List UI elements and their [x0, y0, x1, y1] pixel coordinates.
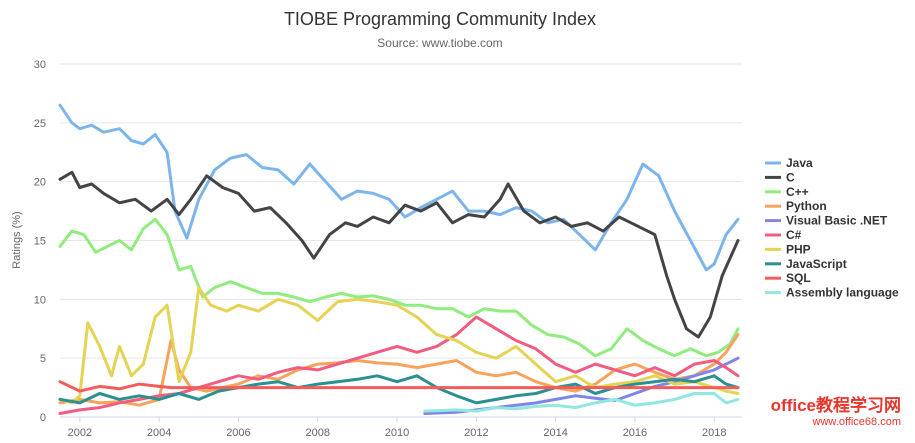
x-tick-label: 2002 [68, 427, 92, 439]
y-tick-label: 25 [34, 118, 46, 130]
legend-label: Visual Basic .NET [786, 214, 888, 228]
x-tick-label: 2004 [147, 427, 171, 439]
series-line-c [58, 217, 740, 358]
legend-item-assembly-language[interactable]: Assembly language [765, 286, 899, 300]
legend-item-c[interactable]: C# [765, 228, 802, 242]
legend-label: Java [786, 156, 813, 170]
y-axis-title: Ratings (%) [11, 211, 23, 268]
legend-label: PHP [786, 242, 811, 256]
x-tick-label: 2010 [385, 427, 409, 439]
legend-label: C++ [786, 185, 809, 199]
x-tick-label: 2006 [226, 427, 250, 439]
x-tick-label: 2014 [543, 427, 567, 439]
series-line-assembly-language [423, 392, 740, 413]
legend-label: Python [786, 199, 827, 213]
chart-subtitle: Source: www.tiobe.com [377, 36, 502, 50]
y-tick-label: 30 [34, 59, 46, 71]
y-tick-label: 20 [34, 177, 46, 189]
watermark-logo: office教程学习网 www.office68.com [771, 396, 901, 429]
series-line-java [58, 103, 740, 272]
x-axis-ticks: 2002 2004 2006 2008 2010 2012 2014 2016 2018 [60, 416, 742, 439]
y-tick-label: 0 [40, 412, 46, 424]
y-tick-label: 10 [34, 294, 46, 306]
legend-label: SQL [786, 271, 811, 285]
series-line-javascript [58, 374, 740, 405]
series-line-php [58, 286, 740, 405]
legend-label: JavaScript [786, 257, 847, 271]
y-tick-label: 15 [34, 236, 46, 248]
legend-label: C [786, 170, 795, 184]
legend-item-visual-basic-net[interactable]: Visual Basic .NET [765, 214, 888, 228]
x-tick-label: 2012 [464, 427, 488, 439]
series-line-c [58, 170, 740, 339]
x-tick-label: 2016 [623, 427, 647, 439]
legend-label: Assembly language [786, 286, 899, 300]
legend-item-javascript[interactable]: JavaScript [765, 257, 847, 271]
legend-item-php[interactable]: PHP [765, 242, 811, 256]
watermark-url: www.office68.com [812, 416, 901, 428]
legend-item-c[interactable]: C [765, 170, 795, 184]
series-line-sql [58, 380, 740, 393]
legend-item-java[interactable]: Java [765, 156, 813, 170]
grid-lines [60, 63, 742, 418]
legend-item-python[interactable]: Python [765, 199, 827, 213]
x-tick-label: 2018 [702, 427, 726, 439]
y-axis-ticks: 0 5 10 15 20 25 30 [34, 59, 46, 424]
chart-title: TIOBE Programming Community Index [284, 9, 596, 29]
legend-item-c[interactable]: C++ [765, 185, 809, 199]
series-lines [58, 103, 740, 415]
legend-item-sql[interactable]: SQL [765, 271, 811, 285]
legend-label: C# [786, 228, 802, 242]
y-tick-label: 5 [40, 353, 46, 365]
x-tick-label: 2008 [305, 427, 329, 439]
watermark-title: office教程学习网 [770, 396, 901, 415]
